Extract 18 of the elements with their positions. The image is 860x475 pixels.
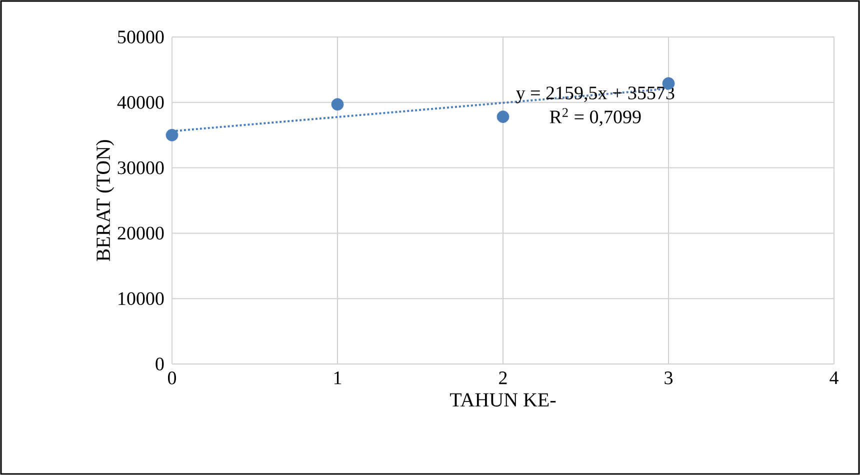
y-tick-label: 20000 — [118, 226, 164, 240]
y-tick-label: 40000 — [117, 96, 164, 109]
x-axis-title: TAHUN KE- — [450, 393, 556, 407]
point — [496, 110, 510, 123]
point — [331, 98, 344, 111]
y-tick-label: 0 — [156, 358, 164, 370]
y-tick-label: 10000 — [118, 292, 164, 306]
x-tick-label: 0 — [168, 372, 176, 384]
x-tick-label: 4 — [830, 372, 838, 384]
x-tick-label: 3 — [664, 372, 673, 384]
x-tick-label: 2 — [499, 372, 507, 384]
y-tick-label: 50000 — [118, 30, 164, 44]
annotation: R$^{2}$ = 0,7099 — [550, 108, 641, 126]
y-axis-title: BERAT (TON) — [96, 140, 114, 262]
annotation: y = 2159,5x + 35573 — [516, 86, 674, 104]
point — [166, 128, 178, 142]
y-tick-label: 30000 — [118, 161, 164, 174]
x-tick-label: 1 — [334, 372, 342, 384]
